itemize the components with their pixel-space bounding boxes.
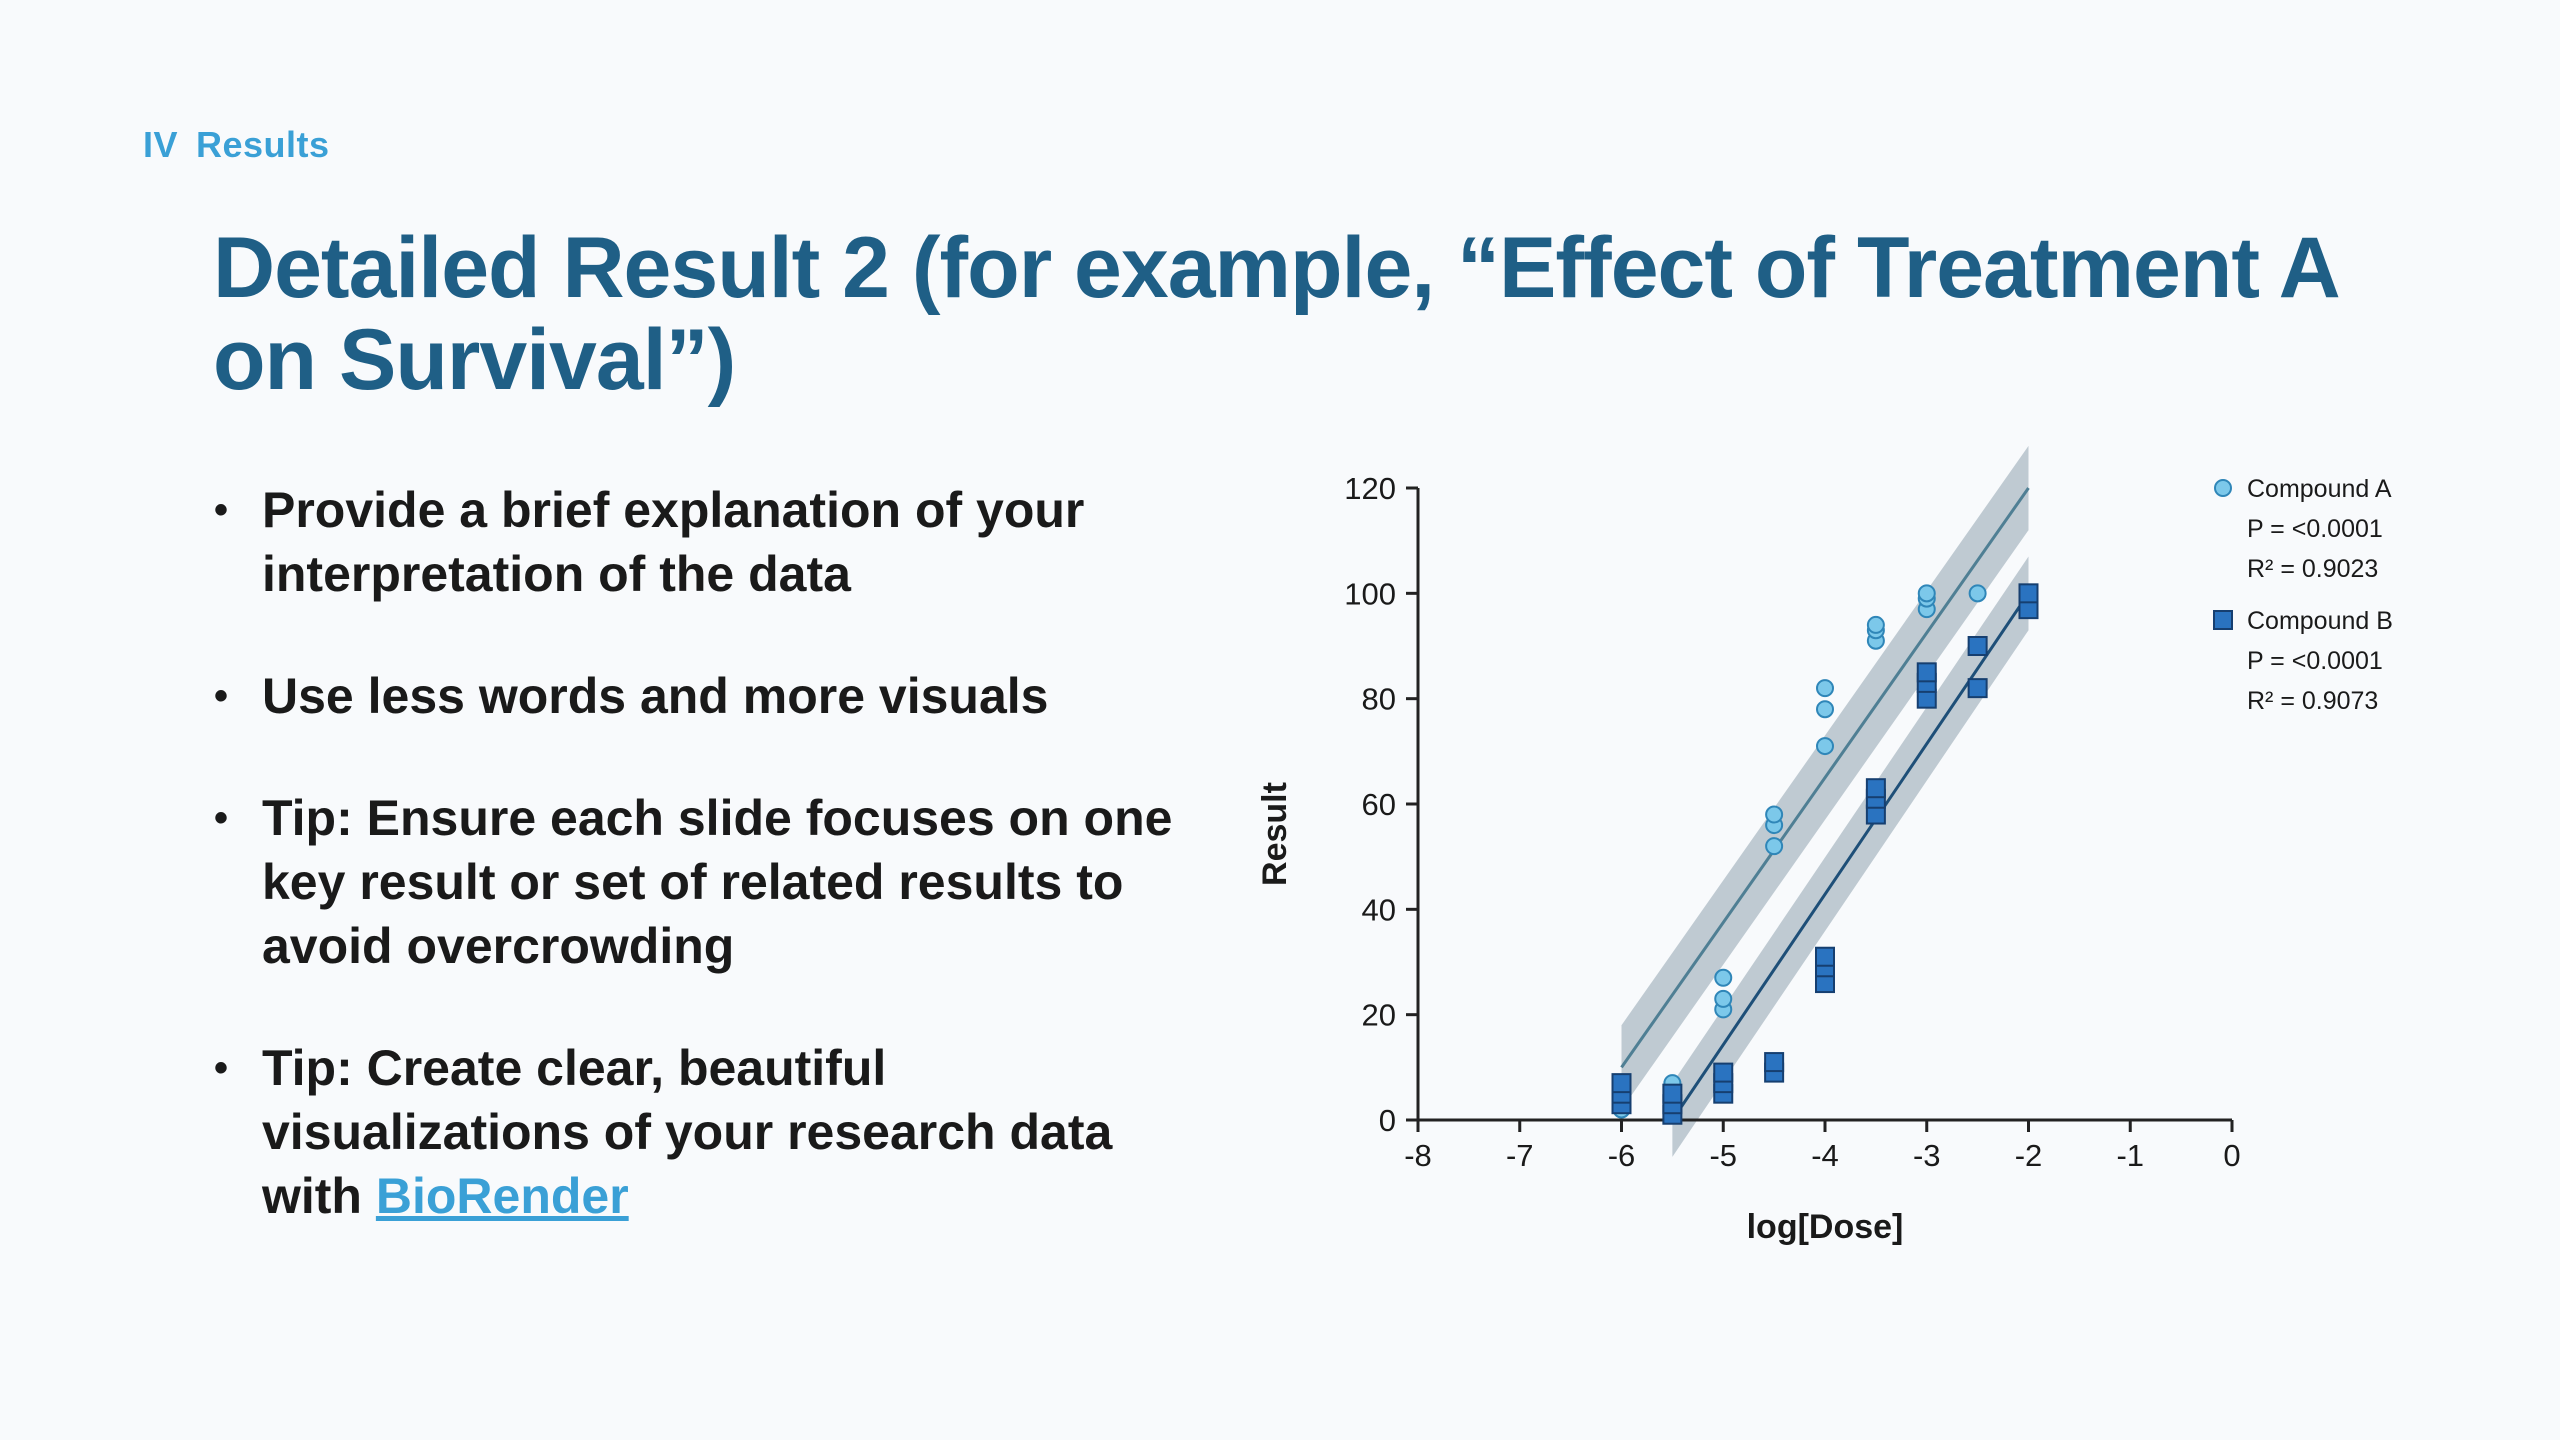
compound-b-point [1713, 1062, 1734, 1083]
x-tick-label: -2 [2015, 1138, 2043, 1173]
bullet-text: Tip: Create clear, beautiful visualizati… [262, 1040, 1113, 1224]
x-axis-title: log[Dose] [1747, 1208, 1904, 1246]
bullet-item: • Provide a brief explanation of your in… [210, 478, 1210, 606]
confidence-bands [1621, 445, 2029, 1157]
x-tick-label: 0 [2223, 1138, 2240, 1173]
bullet-list: • Provide a brief explanation of your in… [210, 478, 1210, 1286]
compound-a-point [1816, 700, 1834, 719]
y-axis-title: Result [1256, 782, 1294, 886]
y-tick-label: 40 [1362, 892, 1396, 927]
bullet-icon: • [214, 488, 229, 532]
section-numeral: IV [143, 124, 179, 165]
compound-b-point [1916, 662, 1937, 683]
fit-line [1620, 487, 2030, 1069]
chart-axes: 0 20 40 60 80 100 120 -8 -7 -6 -5 -4 -3 -2 -1 0 log[Dose… [1256, 471, 2241, 1246]
x-tick-label: -4 [1811, 1138, 1839, 1173]
legend-stat: R² = 0.9073 [2247, 687, 2378, 715]
data-points [1611, 583, 2039, 1125]
bullet-text: Provide a brief explanation of your inte… [262, 482, 1085, 602]
x-tick-label: -8 [1404, 1138, 1432, 1173]
y-tick-label: 60 [1362, 787, 1396, 822]
compound-a-point [1714, 968, 1733, 987]
compound-b-point [1764, 1052, 1785, 1073]
legend-stat: R² = 0.9023 [2247, 555, 2378, 583]
bullet-item: • Use less words and more visuals [210, 664, 1210, 728]
y-tick-label: 120 [1344, 471, 1396, 506]
y-tick-label: 100 [1344, 576, 1396, 611]
section-title: Results [196, 124, 330, 165]
section-label: IV Results [143, 124, 330, 166]
compound-b-legend-icon [2213, 610, 2233, 630]
compound-b-point [1611, 1073, 1632, 1094]
compound-b-point [1967, 678, 1988, 699]
x-tick-label: -3 [1913, 1138, 1941, 1173]
y-tick-label: 80 [1362, 682, 1396, 717]
legend-stat: P = <0.0001 [2247, 515, 2383, 543]
compound-b-point [2018, 583, 2039, 604]
compound-a-point [1816, 679, 1834, 698]
bullet-icon: • [214, 674, 229, 718]
x-tick-label: -7 [1506, 1138, 1534, 1173]
legend-stat: P = <0.0001 [2247, 647, 2383, 675]
compound-b-point [1865, 778, 1886, 799]
compound-a-point [1866, 615, 1885, 634]
compound-a-point [1765, 837, 1784, 856]
compound-b-point [1967, 636, 1988, 656]
compound-a-point [1765, 805, 1784, 824]
compound-b-point [1662, 1083, 1683, 1104]
y-tick-label: 0 [1379, 1103, 1396, 1138]
legend-series-name: Compound A [2247, 475, 2392, 503]
page-title: Detailed Result 2 (for example, “Effect … [213, 220, 2338, 408]
bullet-text: Tip: Ensure each slide focuses on one ke… [262, 790, 1173, 974]
x-tick-label: -1 [2116, 1138, 2144, 1173]
compound-a-point [1968, 584, 1987, 603]
bullet-item: • Tip: Create clear, beautiful visualiza… [210, 1036, 1210, 1228]
dose-response-chart: 0 20 40 60 80 100 120 -8 -7 -6 -5 -4 -3 -2 -1 0 log[Dose… [1240, 440, 2440, 1300]
bullet-icon: • [214, 1046, 229, 1090]
compound-a-point [1816, 737, 1834, 756]
bullet-item: • Tip: Ensure each slide focuses on one … [210, 786, 1210, 978]
chart-svg: 0 20 40 60 80 100 120 -8 -7 -6 -5 -4 -3 -2 -1 0 log[Dose… [1256, 445, 2393, 1246]
compound-b-point [1815, 946, 1835, 967]
compound-a-point [1917, 584, 1936, 603]
fit-line [1671, 592, 2030, 1121]
legend-series-name: Compound B [2247, 607, 2393, 635]
biorender-link[interactable]: BioRender [375, 1168, 629, 1224]
x-tick-label: -5 [1709, 1138, 1737, 1173]
bullet-icon: • [214, 796, 229, 840]
x-tick-label: -6 [1608, 1138, 1636, 1173]
bullet-text: Use less words and more visuals [262, 668, 1049, 724]
y-tick-label: 20 [1362, 998, 1396, 1033]
compound-a-point [1714, 989, 1733, 1008]
compound-a-legend-icon [2214, 479, 2232, 497]
chart-legend: Compound A P = <0.0001 R² = 0.9023 Compound… [2213, 475, 2393, 715]
